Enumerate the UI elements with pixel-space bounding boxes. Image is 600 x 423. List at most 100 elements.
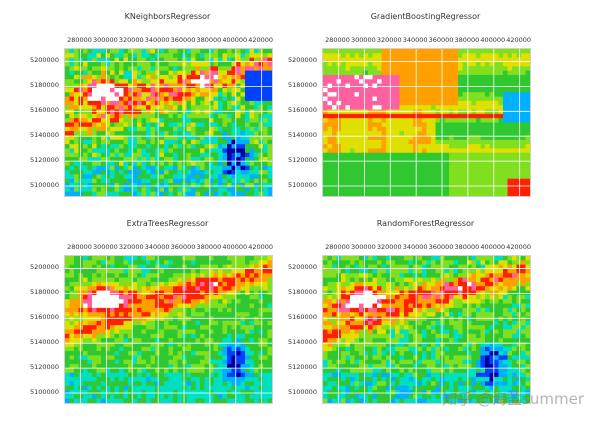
heatmap-cell (74, 113, 80, 119)
heatmap-cell (449, 122, 455, 128)
heatmap-cell (498, 66, 504, 72)
heatmap-cell (263, 92, 269, 98)
heatmap-cell (204, 66, 210, 72)
heatmap-cell (231, 183, 237, 188)
heatmap-cell (74, 100, 80, 106)
heatmap-cell (476, 92, 482, 98)
heatmap-cell (413, 152, 419, 158)
heatmap-cell (381, 174, 387, 180)
heatmap-cell (146, 74, 152, 80)
heatmap-cell (173, 161, 179, 167)
heatmap-cell (218, 92, 224, 98)
heatmap-cell (494, 79, 500, 85)
heatmap-cell (249, 109, 255, 115)
heatmap-cell (101, 294, 107, 300)
heatmap-cell (132, 294, 138, 300)
heatmap-cell (231, 303, 237, 309)
heatmap-cell (503, 148, 509, 154)
heatmap-cell (503, 57, 509, 63)
heatmap-cell (372, 157, 378, 163)
heatmap-cell (516, 74, 522, 80)
heatmap-cell (354, 126, 360, 132)
heatmap-cell (254, 144, 260, 150)
heatmap-cell (204, 126, 210, 132)
heatmap-cell (386, 152, 392, 158)
heatmap-cell (494, 100, 500, 106)
heatmap-cell (458, 170, 464, 175)
heatmap-cell (498, 87, 504, 93)
heatmap-cell (440, 148, 446, 154)
heatmap-cell (236, 135, 242, 141)
heatmap-cell (213, 307, 219, 313)
heatmap-cell (87, 303, 93, 309)
heatmap-cell (263, 105, 269, 111)
heatmap-cell (65, 161, 71, 167)
heatmap-cell (354, 100, 360, 106)
heatmap-cell (155, 74, 161, 80)
heatmap-cell (507, 187, 513, 193)
heatmap-cell (146, 165, 152, 171)
heatmap-cell (168, 79, 174, 85)
heatmap-cell (222, 53, 228, 59)
heatmap-cell (399, 268, 405, 274)
heatmap-cell (516, 131, 522, 137)
heatmap-cell (245, 70, 251, 76)
heatmap-cell (458, 113, 464, 119)
heatmap-cell (204, 294, 210, 300)
heatmap-cell (449, 70, 455, 76)
heatmap-cell (191, 57, 197, 63)
heatmap-cell (92, 131, 98, 137)
heatmap-cell (390, 53, 396, 59)
heatmap-cell (240, 187, 246, 193)
heatmap-cell (74, 299, 80, 305)
heatmap-cell (485, 57, 491, 63)
heatmap-cell (240, 364, 246, 370)
heatmap-cell (164, 329, 170, 335)
heatmap-cell (83, 277, 89, 283)
heatmap-cell (476, 118, 482, 124)
heatmap-cell (168, 346, 174, 352)
heatmap-cell (105, 277, 111, 283)
heatmap-cell (480, 118, 486, 124)
heatmap-cell (218, 152, 224, 158)
heatmap-cell (69, 161, 75, 167)
heatmap-cell (182, 273, 188, 279)
heatmap-cell (119, 264, 125, 270)
heatmap-cell (489, 174, 495, 180)
heatmap-cell (254, 256, 260, 261)
heatmap-cell (236, 286, 242, 292)
heatmap-cell (78, 191, 84, 196)
heatmap-cell (227, 157, 233, 163)
heatmap-cell (267, 144, 272, 150)
heatmap-cell (114, 191, 120, 196)
heatmap-cell (74, 364, 80, 370)
heatmap-cell (137, 368, 143, 374)
heatmap-cell (249, 100, 255, 106)
heatmap-cell (381, 187, 387, 193)
heatmap-cell (431, 57, 437, 63)
heatmap-cell (141, 183, 147, 188)
heatmap-cell (78, 100, 84, 106)
heatmap-cell (332, 152, 338, 158)
heatmap-cell (480, 191, 486, 196)
heatmap-cell (191, 312, 197, 318)
heatmap-cell (368, 139, 374, 145)
heatmap-cell (222, 105, 228, 111)
heatmap-cell (258, 312, 264, 318)
heatmap-cell (182, 398, 188, 403)
heatmap-cell (327, 122, 333, 128)
heatmap-cell (399, 57, 405, 63)
heatmap-cell (222, 333, 228, 339)
heatmap-cell (422, 109, 428, 115)
heatmap-cell (123, 165, 129, 171)
heatmap-cell (146, 381, 152, 387)
heatmap-cell (231, 260, 237, 266)
heatmap-cell (363, 170, 369, 175)
heatmap-cell (204, 79, 210, 85)
heatmap-cell (263, 338, 269, 344)
heatmap-cell (485, 165, 491, 171)
heatmap-cell (386, 61, 392, 67)
heatmap-cell (350, 178, 356, 184)
heatmap-cell (467, 126, 473, 132)
heatmap-cell (512, 118, 518, 124)
